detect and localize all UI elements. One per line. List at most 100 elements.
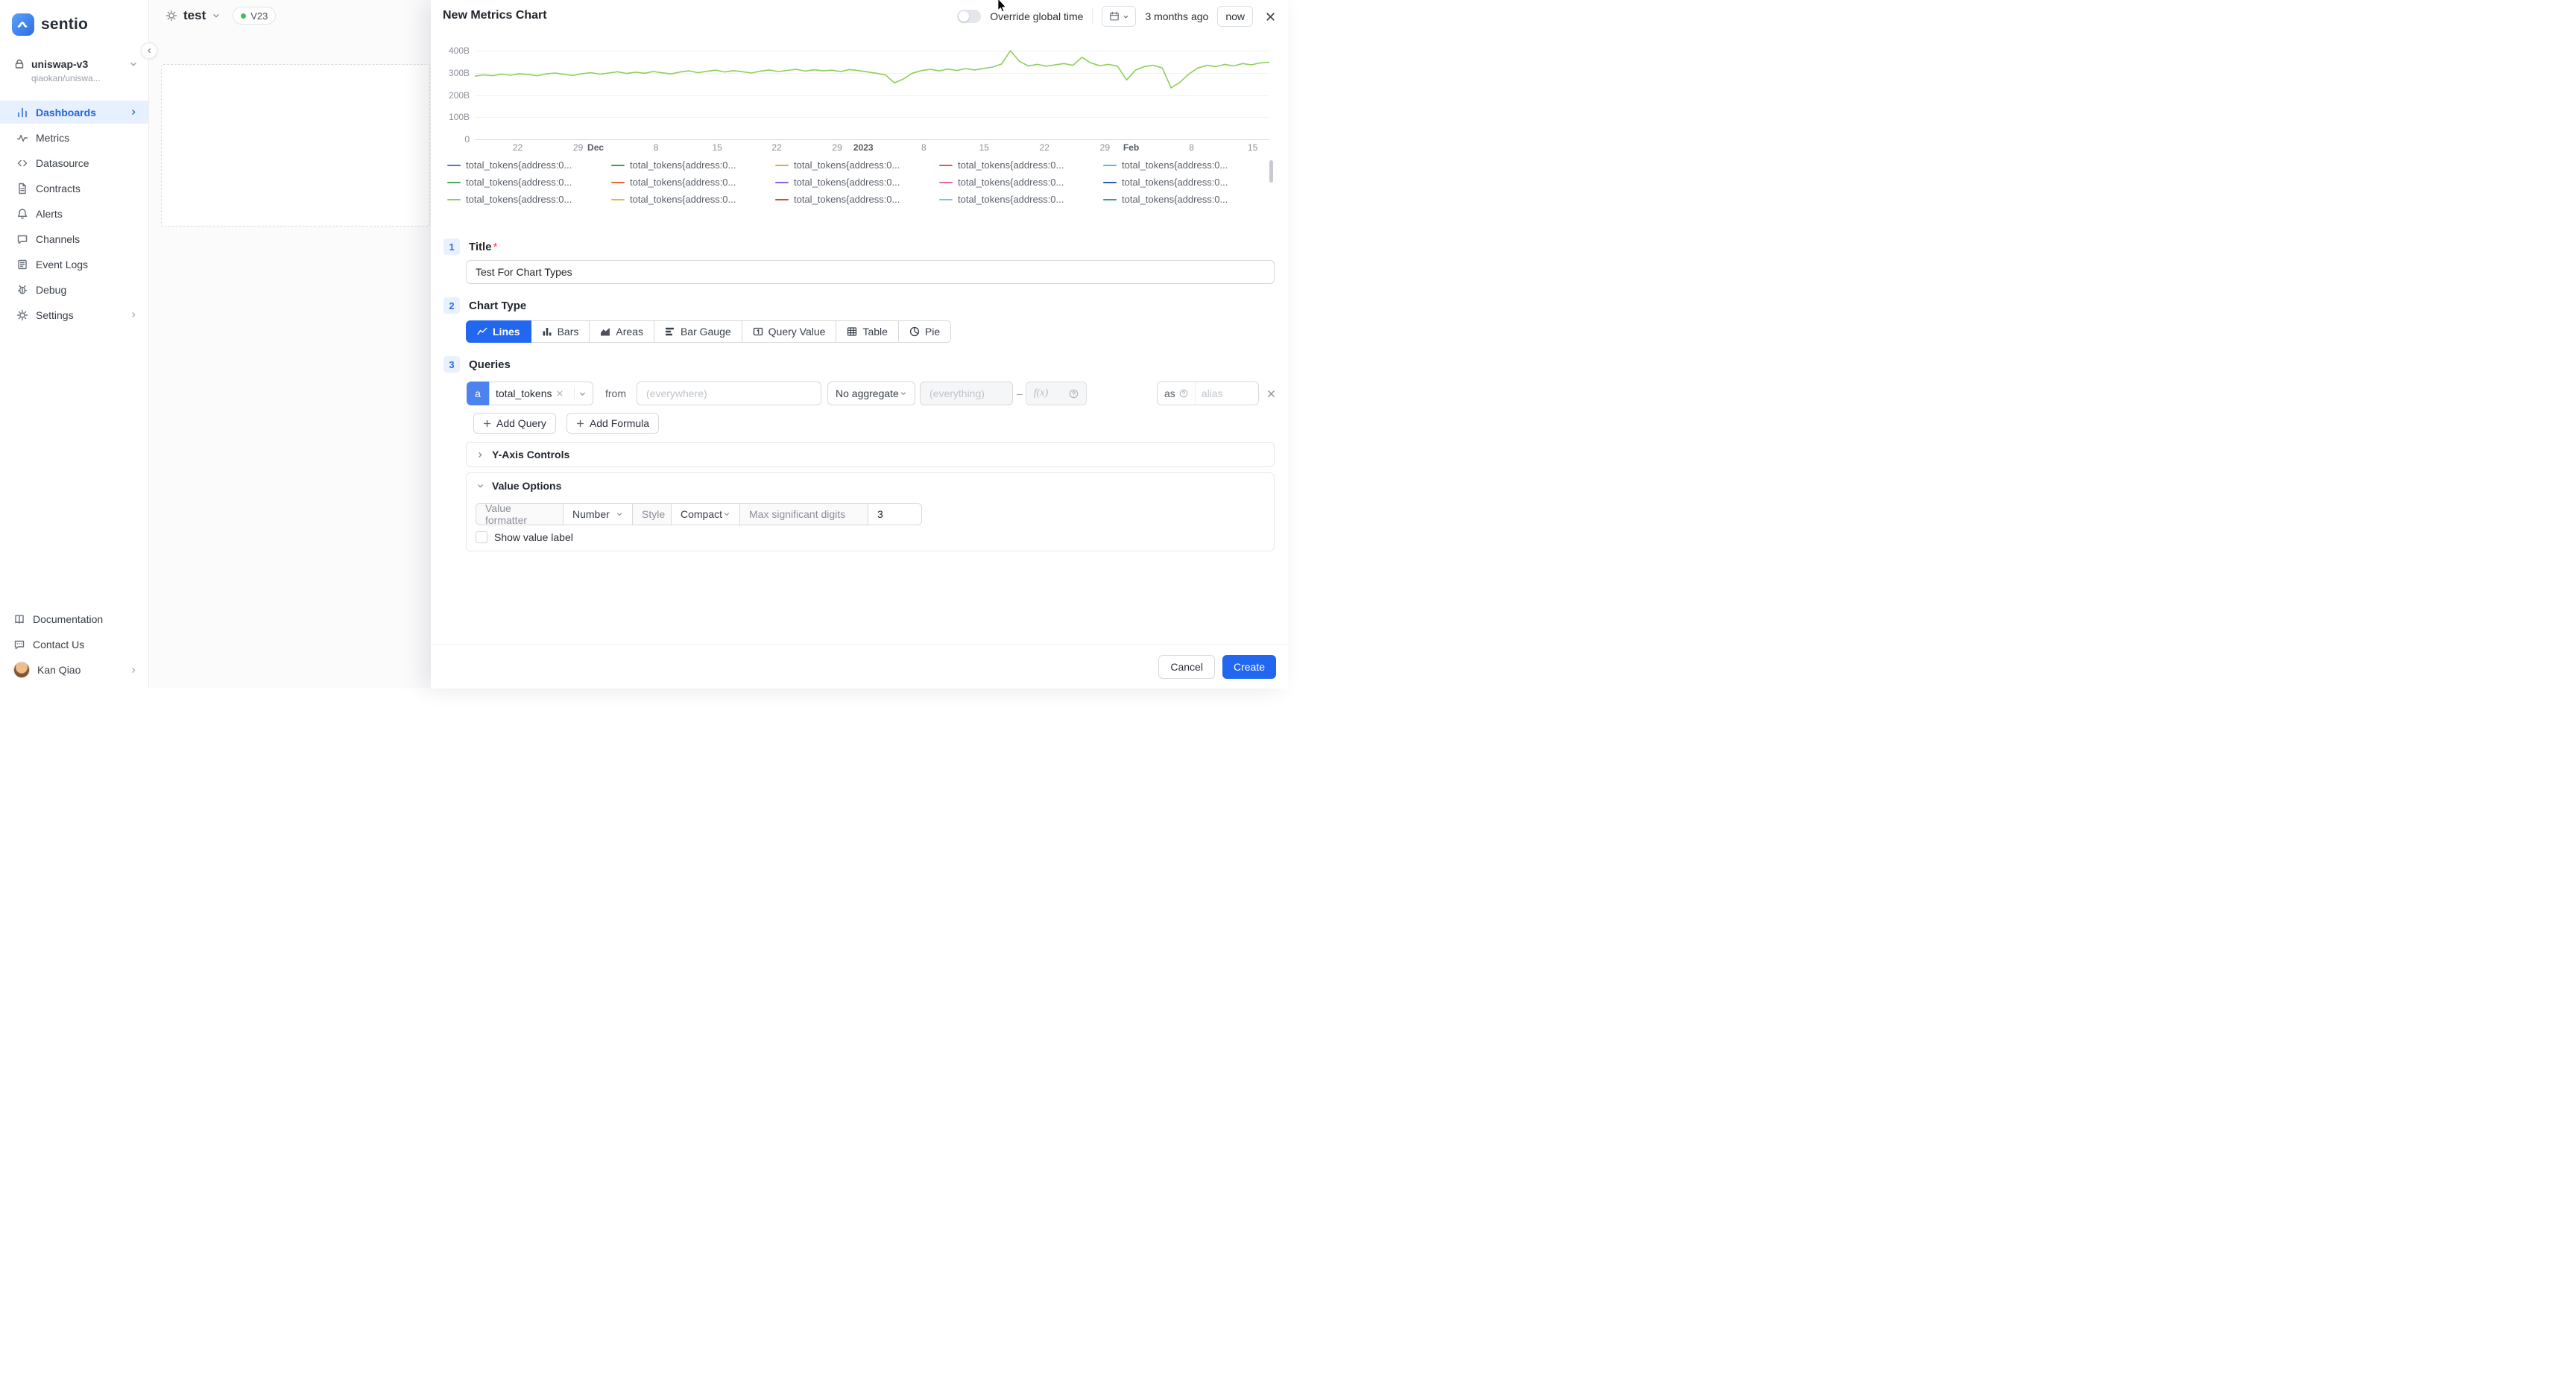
sidebar-item-event-logs[interactable]: Event Logs	[0, 253, 148, 276]
legend-item[interactable]: total_tokens{address:0...	[1103, 159, 1267, 171]
cancel-button[interactable]: Cancel	[1158, 654, 1215, 679]
brand[interactable]: sentio	[12, 13, 88, 36]
alias-input[interactable]	[1195, 382, 1258, 405]
value-options-panel: Value Options Value formatter Number Sty…	[466, 472, 1275, 551]
dashboard-title: test	[183, 8, 206, 22]
area-chart-icon	[601, 328, 610, 336]
legend-item[interactable]: total_tokens{address:0...	[939, 159, 1103, 171]
legend-item[interactable]: total_tokens{address:0...	[447, 193, 611, 206]
query-letter-badge[interactable]: a	[467, 382, 489, 405]
legend-series-label: total_tokens{address:0...	[630, 194, 736, 205]
question-circle-icon[interactable]	[1179, 389, 1188, 398]
dashboard-icon	[16, 107, 28, 118]
aggregate-select[interactable]: No aggregate	[827, 382, 915, 405]
sidebar-item-dashboards[interactable]: Dashboards	[0, 101, 148, 124]
sidebar-collapse-button[interactable]	[141, 42, 157, 59]
chart-title-input[interactable]	[466, 260, 1275, 284]
gear-icon	[16, 309, 28, 321]
chevron-down-icon[interactable]	[212, 11, 221, 20]
value-options-header[interactable]: Value Options	[467, 473, 1274, 492]
x-tick-label: Feb	[1123, 142, 1140, 153]
legend-item[interactable]: total_tokens{address:0...	[611, 176, 775, 189]
max-significant-digits-label: Max significant digits	[739, 503, 868, 525]
legend-item[interactable]: total_tokens{address:0...	[775, 159, 939, 171]
sidebar-item-channels[interactable]: Channels	[0, 227, 148, 250]
panel-title: Y-Axis Controls	[492, 449, 570, 460]
close-icon[interactable]	[1265, 11, 1276, 22]
legend-series-label: total_tokens{address:0...	[466, 159, 572, 171]
override-global-time-toggle[interactable]	[957, 10, 982, 23]
legend-series-label: total_tokens{address:0...	[958, 194, 1064, 205]
x-tick-label: 29	[832, 142, 842, 153]
sidebar-item-debug[interactable]: Debug	[0, 278, 148, 301]
sidebar-footer: Documentation Contact Us Kan Qiao	[0, 607, 148, 683]
user-menu[interactable]: Kan Qiao	[0, 657, 148, 683]
sidebar-item-contact-us[interactable]: Contact Us	[0, 632, 148, 657]
y-tick-label: 300B	[448, 67, 470, 78]
bell-icon	[16, 208, 28, 220]
max-significant-digits-input[interactable]	[868, 503, 922, 525]
remove-query-icon[interactable]	[1266, 389, 1276, 399]
clear-metric-icon[interactable]	[556, 390, 564, 397]
drawer-title: New Metrics Chart	[443, 9, 547, 22]
chart-type-areas-button[interactable]: Areas	[589, 320, 654, 343]
chart-type-query-value-button[interactable]: Query Value	[741, 320, 837, 343]
legend-series-color	[611, 164, 625, 166]
event-logs-icon	[16, 259, 28, 270]
legend-item[interactable]: total_tokens{address:0...	[1103, 176, 1267, 189]
legend-item[interactable]: total_tokens{address:0...	[611, 159, 775, 171]
time-range-start[interactable]: 3 months ago	[1145, 10, 1209, 22]
style-select[interactable]: Compact	[671, 503, 740, 525]
pie-chart-icon	[909, 326, 920, 337]
show-value-label-checkbox[interactable]	[476, 531, 487, 543]
chart-type-lines-button[interactable]: Lines	[466, 320, 531, 343]
sidebar-item-contracts[interactable]: Contracts	[0, 177, 148, 200]
legend-item[interactable]: total_tokens{address:0...	[611, 193, 775, 206]
dashboard-settings-gear-icon[interactable]	[165, 10, 177, 22]
legend-item[interactable]: total_tokens{address:0...	[939, 176, 1103, 189]
sentio-logo-icon	[12, 13, 34, 36]
legend-item[interactable]: total_tokens{address:0...	[939, 193, 1103, 206]
project-selector[interactable]: uniswap-v3 qiaokan/uniswa...	[0, 57, 148, 83]
sidebar-item-datasource[interactable]: Datasource	[0, 151, 148, 174]
sidebar-item-label: Contact Us	[33, 639, 85, 650]
query-actions: Add Query Add Formula	[473, 413, 660, 434]
date-picker-button[interactable]	[1102, 6, 1137, 27]
chevron-right-icon	[130, 311, 138, 319]
add-formula-button[interactable]: Add Formula	[566, 413, 660, 434]
x-tick-label: 15	[979, 142, 989, 153]
legend-item[interactable]: total_tokens{address:0...	[775, 176, 939, 189]
legend-item[interactable]: total_tokens{address:0...	[775, 193, 939, 206]
y-axis-controls-panel[interactable]: Y-Axis Controls	[466, 442, 1275, 467]
filter-where-input[interactable]	[637, 382, 821, 405]
time-range-end[interactable]: now	[1217, 6, 1253, 27]
legend-scrollbar[interactable]	[1269, 160, 1273, 183]
chart-type-pie-button[interactable]: Pie	[897, 320, 952, 343]
section-label: Chart Type	[469, 299, 527, 312]
legend-series-label: total_tokens{address:0...	[630, 159, 736, 171]
metric-name: total_tokens	[496, 387, 552, 399]
sidebar-item-documentation[interactable]: Documentation	[0, 607, 148, 632]
chevron-down-icon[interactable]	[578, 390, 587, 398]
sidebar-item-metrics[interactable]: Metrics	[0, 126, 148, 149]
brand-name: sentio	[41, 16, 89, 33]
project-name: uniswap-v3	[31, 58, 89, 70]
value-formatter-select[interactable]: Number	[563, 503, 633, 525]
add-query-button[interactable]: Add Query	[473, 413, 556, 434]
legend-item[interactable]: total_tokens{address:0...	[447, 176, 611, 189]
empty-dashboard-panel[interactable]	[161, 64, 430, 227]
chart-type-table-button[interactable]: Table	[836, 320, 899, 343]
chart-type-bars-button[interactable]: Bars	[530, 320, 590, 343]
legend-item[interactable]: total_tokens{address:0...	[1103, 193, 1267, 206]
metric-select[interactable]: total_tokens	[489, 382, 593, 405]
legend-series-color	[1103, 181, 1117, 183]
legend-item[interactable]: total_tokens{address:0...	[447, 159, 611, 171]
sidebar-item-settings[interactable]: Settings	[0, 303, 148, 326]
chart-type-bar-gauge-button[interactable]: Bar Gauge	[653, 320, 742, 343]
create-button[interactable]: Create	[1222, 654, 1276, 679]
sidebar-item-label: Metrics	[36, 131, 70, 144]
panel-title: Value Options	[492, 480, 562, 492]
as-prefix: as	[1158, 382, 1196, 405]
version-badge[interactable]: V23	[233, 7, 277, 25]
sidebar-item-alerts[interactable]: Alerts	[0, 202, 148, 225]
